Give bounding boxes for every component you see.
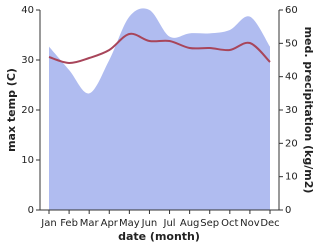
temp-line <box>48 32 271 65</box>
y-tick-label: 10 <box>21 155 34 166</box>
y2-axis-title: med. precipitation (kg/m2) <box>302 27 315 194</box>
x-tick-label: Jul <box>163 218 176 229</box>
y2-tick-label: 20 <box>285 138 298 149</box>
y2-tick-label: 50 <box>285 38 298 49</box>
x-tick-label: Aug <box>180 218 200 229</box>
x-axis-title: date (month) <box>118 230 200 243</box>
y2-tick-label: 60 <box>285 5 298 16</box>
y-tick-label: 20 <box>21 105 34 116</box>
x-tick-label: Feb <box>60 218 78 229</box>
x-tick-label: Mar <box>80 218 100 229</box>
y2-tick-label: 40 <box>285 72 298 83</box>
x-tick-label: May <box>119 218 140 229</box>
y-tick-label: 40 <box>21 5 34 16</box>
precip-area <box>49 8 270 210</box>
y-tick-label: 30 <box>21 55 34 66</box>
x-tick-label: Dec <box>260 218 279 229</box>
x-tick-label: Nov <box>240 218 260 229</box>
x-tick-label: Apr <box>101 218 119 229</box>
y2-tick-label: 30 <box>285 105 298 116</box>
y-tick-label: 0 <box>28 205 34 216</box>
y-axis-title: max temp (C) <box>5 68 18 152</box>
x-tick-label: Sep <box>200 218 219 229</box>
y2-tick-label: 10 <box>285 172 298 183</box>
y2-tick-label: 0 <box>285 205 291 216</box>
x-tick-label: Jun <box>141 218 158 229</box>
x-tick-label: Jan <box>40 218 56 229</box>
x-tick-label: Oct <box>221 218 238 229</box>
